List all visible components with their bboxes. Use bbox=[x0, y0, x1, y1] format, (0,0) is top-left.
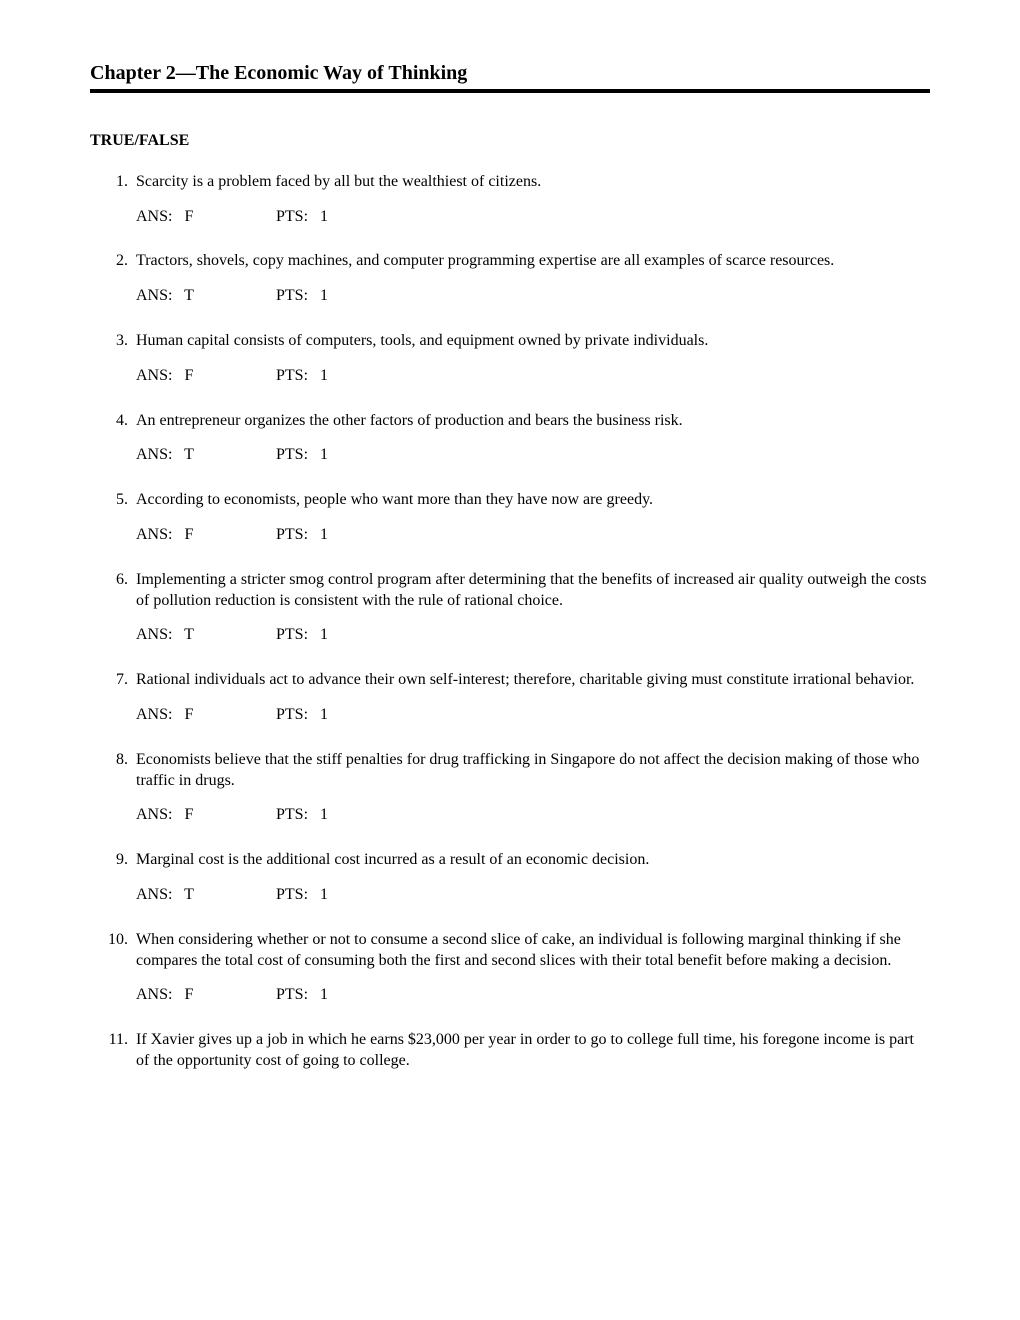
answer-cell: ANS: T bbox=[136, 885, 276, 906]
answer-cell: ANS: F bbox=[136, 525, 276, 546]
question-number: 5. bbox=[90, 490, 136, 560]
answer-row: ANS: TPTS: 1 bbox=[136, 625, 930, 646]
points-cell: PTS: 1 bbox=[276, 366, 376, 387]
question-body: Scarcity is a problem faced by all but t… bbox=[136, 172, 930, 242]
question-number: 2. bbox=[90, 251, 136, 321]
question-body: An entrepreneur organizes the other fact… bbox=[136, 411, 930, 481]
question-text: According to economists, people who want… bbox=[136, 490, 930, 511]
question-number: 11. bbox=[90, 1030, 136, 1086]
question-number: 9. bbox=[90, 850, 136, 920]
question-text: An entrepreneur organizes the other fact… bbox=[136, 411, 930, 432]
question-body: According to economists, people who want… bbox=[136, 490, 930, 560]
answer-row: ANS: FPTS: 1 bbox=[136, 525, 930, 546]
question-item: 1.Scarcity is a problem faced by all but… bbox=[90, 172, 930, 242]
question-text: Economists believe that the stiff penalt… bbox=[136, 750, 930, 792]
question-body: When considering whether or not to consu… bbox=[136, 930, 930, 1020]
answer-row: ANS: FPTS: 1 bbox=[136, 985, 930, 1006]
question-body: Rational individuals act to advance thei… bbox=[136, 670, 930, 740]
question-item: 8.Economists believe that the stiff pena… bbox=[90, 750, 930, 840]
question-number: 3. bbox=[90, 331, 136, 401]
question-text: Implementing a stricter smog control pro… bbox=[136, 570, 930, 612]
question-item: 4.An entrepreneur organizes the other fa… bbox=[90, 411, 930, 481]
points-cell: PTS: 1 bbox=[276, 705, 376, 726]
question-item: 3.Human capital consists of computers, t… bbox=[90, 331, 930, 401]
question-item: 5.According to economists, people who wa… bbox=[90, 490, 930, 560]
question-body: Economists believe that the stiff penalt… bbox=[136, 750, 930, 840]
answer-cell: ANS: F bbox=[136, 985, 276, 1006]
points-cell: PTS: 1 bbox=[276, 885, 376, 906]
question-number: 8. bbox=[90, 750, 136, 840]
question-body: If Xavier gives up a job in which he ear… bbox=[136, 1030, 930, 1086]
chapter-title: Chapter 2—The Economic Way of Thinking bbox=[90, 60, 930, 93]
question-item: 11.If Xavier gives up a job in which he … bbox=[90, 1030, 930, 1086]
points-cell: PTS: 1 bbox=[276, 625, 376, 646]
points-cell: PTS: 1 bbox=[276, 207, 376, 228]
question-body: Tractors, shovels, copy machines, and co… bbox=[136, 251, 930, 321]
question-item: 9.Marginal cost is the additional cost i… bbox=[90, 850, 930, 920]
answer-cell: ANS: T bbox=[136, 445, 276, 466]
points-cell: PTS: 1 bbox=[276, 525, 376, 546]
question-number: 1. bbox=[90, 172, 136, 242]
answer-cell: ANS: F bbox=[136, 805, 276, 826]
question-text: Scarcity is a problem faced by all but t… bbox=[136, 172, 930, 193]
answer-cell: ANS: F bbox=[136, 705, 276, 726]
question-item: 2.Tractors, shovels, copy machines, and … bbox=[90, 251, 930, 321]
answer-row: ANS: FPTS: 1 bbox=[136, 366, 930, 387]
points-cell: PTS: 1 bbox=[276, 286, 376, 307]
points-cell: PTS: 1 bbox=[276, 985, 376, 1006]
question-item: 6.Implementing a stricter smog control p… bbox=[90, 570, 930, 660]
question-body: Implementing a stricter smog control pro… bbox=[136, 570, 930, 660]
answer-row: ANS: FPTS: 1 bbox=[136, 805, 930, 826]
points-cell: PTS: 1 bbox=[276, 445, 376, 466]
answer-row: ANS: FPTS: 1 bbox=[136, 207, 930, 228]
question-body: Marginal cost is the additional cost inc… bbox=[136, 850, 930, 920]
question-number: 10. bbox=[90, 930, 136, 1020]
answer-cell: ANS: F bbox=[136, 366, 276, 387]
question-item: 10.When considering whether or not to co… bbox=[90, 930, 930, 1020]
answer-cell: ANS: T bbox=[136, 625, 276, 646]
question-number: 6. bbox=[90, 570, 136, 660]
question-number: 7. bbox=[90, 670, 136, 740]
question-text: Human capital consists of computers, too… bbox=[136, 331, 930, 352]
question-text: When considering whether or not to consu… bbox=[136, 930, 930, 972]
section-heading: TRUE/FALSE bbox=[90, 131, 930, 152]
answer-row: ANS: TPTS: 1 bbox=[136, 286, 930, 307]
question-number: 4. bbox=[90, 411, 136, 481]
question-item: 7.Rational individuals act to advance th… bbox=[90, 670, 930, 740]
answer-cell: ANS: T bbox=[136, 286, 276, 307]
answer-row: ANS: FPTS: 1 bbox=[136, 705, 930, 726]
points-cell: PTS: 1 bbox=[276, 805, 376, 826]
answer-row: ANS: TPTS: 1 bbox=[136, 445, 930, 466]
answer-cell: ANS: F bbox=[136, 207, 276, 228]
question-text: Tractors, shovels, copy machines, and co… bbox=[136, 251, 930, 272]
question-text: If Xavier gives up a job in which he ear… bbox=[136, 1030, 930, 1072]
question-text: Marginal cost is the additional cost inc… bbox=[136, 850, 930, 871]
question-text: Rational individuals act to advance thei… bbox=[136, 670, 930, 691]
question-body: Human capital consists of computers, too… bbox=[136, 331, 930, 401]
question-list: 1.Scarcity is a problem faced by all but… bbox=[90, 172, 930, 1086]
answer-row: ANS: TPTS: 1 bbox=[136, 885, 930, 906]
